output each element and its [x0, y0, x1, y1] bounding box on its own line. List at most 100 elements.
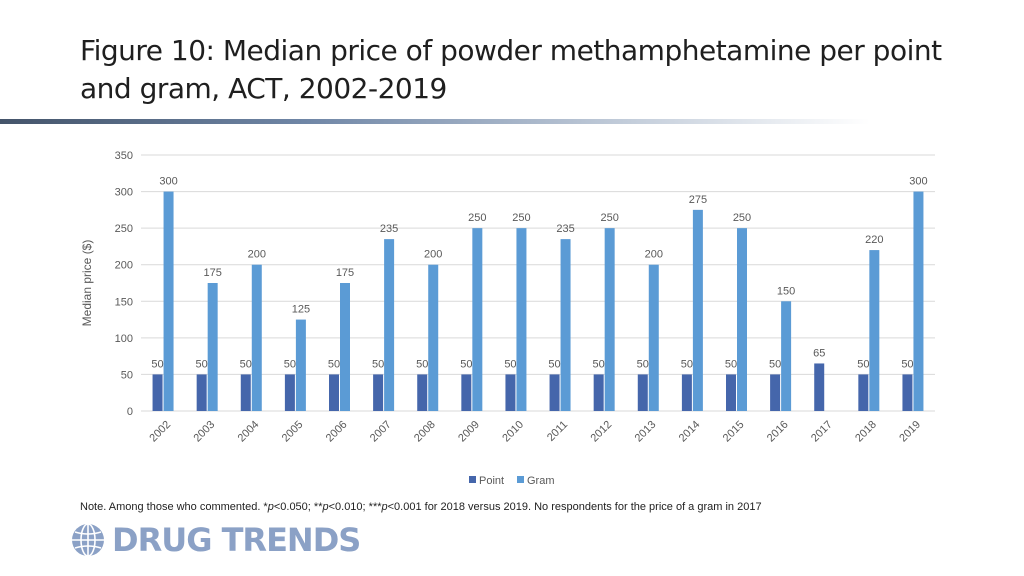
point-bar	[593, 374, 604, 411]
point-data-label: 50	[593, 358, 605, 370]
gram-bar	[428, 264, 439, 411]
point-bar	[726, 374, 736, 411]
point-bar	[549, 374, 560, 411]
point-data-label: 50	[548, 358, 560, 370]
gram-data-label: 235	[380, 223, 398, 235]
gram-bar	[560, 239, 571, 411]
point-data-label: 65	[813, 347, 825, 359]
point-bar	[417, 374, 428, 411]
logo-text: DRUG TRENDS	[112, 521, 361, 559]
legend-label-gram: Gram	[527, 475, 555, 487]
y-tick-label: 250	[115, 223, 133, 235]
gram-data-label: 200	[645, 249, 663, 261]
point-bar	[770, 374, 781, 411]
x-tick-label: 2014	[677, 419, 703, 445]
y-tick-label: 300	[115, 187, 133, 199]
gram-bar	[604, 228, 615, 411]
point-data-label: 50	[196, 358, 208, 370]
gram-data-label: 125	[292, 304, 310, 316]
note-p-italic: p	[322, 501, 329, 513]
gram-bar	[472, 228, 483, 411]
note-part: <0.010; ***	[328, 501, 382, 513]
point-bar	[637, 374, 648, 411]
x-tick-label: 2006	[324, 419, 350, 445]
point-data-label: 50	[901, 358, 913, 370]
x-tick-label: 2017	[809, 419, 835, 445]
gram-bar	[251, 264, 262, 411]
x-tick-label: 2011	[545, 419, 570, 444]
x-tick-label: 2018	[853, 419, 879, 445]
gram-data-label: 200	[248, 249, 266, 261]
gram-data-label: 250	[600, 212, 618, 224]
gram-bar	[295, 319, 306, 411]
point-data-label: 50	[460, 358, 472, 370]
point-bar	[681, 374, 692, 411]
gram-data-label: 300	[909, 176, 927, 188]
point-bar	[152, 374, 163, 411]
gram-bar	[340, 283, 350, 411]
gram-data-label: 200	[424, 249, 442, 261]
gram-bar	[163, 191, 174, 411]
point-bar	[505, 374, 516, 411]
x-tick-label: 2016	[765, 419, 791, 445]
legend-swatch-point	[469, 476, 476, 483]
gram-data-label: 275	[689, 194, 707, 206]
note-part: <0.001 for 2018 versus 2019. No responde…	[387, 501, 762, 513]
globe-icon	[72, 523, 104, 557]
point-data-label: 50	[769, 358, 781, 370]
gram-bar	[781, 301, 792, 411]
point-bar	[461, 374, 472, 411]
x-tick-label: 2009	[456, 419, 482, 445]
gram-data-label: 250	[733, 212, 751, 224]
gram-data-label: 235	[556, 223, 574, 235]
x-tick-label: 2010	[500, 419, 526, 445]
x-tick-label: 2004	[236, 419, 262, 445]
point-bar	[329, 374, 339, 411]
point-data-label: 50	[284, 358, 296, 370]
x-tick-label: 2008	[412, 419, 438, 445]
point-data-label: 50	[857, 358, 869, 370]
point-bar	[373, 374, 384, 411]
gram-bar	[648, 264, 659, 411]
point-data-label: 50	[328, 358, 340, 370]
y-tick-label: 150	[115, 296, 133, 308]
note-p-italic: p	[381, 501, 388, 513]
note-part: <0.050; **	[273, 501, 323, 513]
page-title: Figure 10: Median price of powder metham…	[80, 34, 942, 105]
x-tick-label: 2003	[191, 419, 217, 445]
drug-trends-logo: DRUG TRENDS	[70, 521, 361, 559]
point-data-label: 50	[504, 358, 516, 370]
point-data-label: 50	[637, 358, 649, 370]
legend-swatch-gram	[517, 476, 524, 483]
gram-data-label: 175	[203, 267, 221, 279]
y-tick-label: 50	[121, 369, 133, 381]
gram-data-label: 300	[159, 176, 177, 188]
gram-data-label: 150	[777, 285, 795, 297]
point-bar	[240, 374, 251, 411]
note-part: Note. Among those who commented. *	[80, 501, 268, 513]
point-data-label: 50	[681, 358, 693, 370]
y-tick-label: 350	[115, 150, 133, 162]
x-tick-label: 2019	[897, 419, 923, 445]
y-tick-label: 200	[115, 260, 133, 272]
footnote: Note. Among those who commented. *p<0.05…	[80, 501, 762, 513]
point-bar	[814, 363, 825, 411]
y-axis-title: Median price ($)	[80, 240, 94, 327]
point-bar	[284, 374, 295, 411]
gram-bar	[207, 283, 218, 411]
legend-label-point: Point	[479, 475, 504, 487]
x-tick-label: 2012	[588, 419, 614, 445]
point-bar	[196, 374, 207, 411]
gram-bar	[384, 239, 395, 411]
x-tick-label: 2005	[280, 419, 306, 445]
point-data-label: 50	[372, 358, 384, 370]
note-p-italic: p	[267, 501, 274, 513]
gram-data-label: 250	[468, 212, 486, 224]
point-data-label: 50	[151, 358, 163, 370]
gram-bar	[913, 191, 924, 411]
gram-data-label: 250	[512, 212, 530, 224]
y-tick-label: 0	[127, 406, 133, 418]
x-tick-label: 2007	[368, 419, 394, 445]
point-data-label: 50	[416, 358, 428, 370]
point-data-label: 50	[725, 358, 737, 370]
